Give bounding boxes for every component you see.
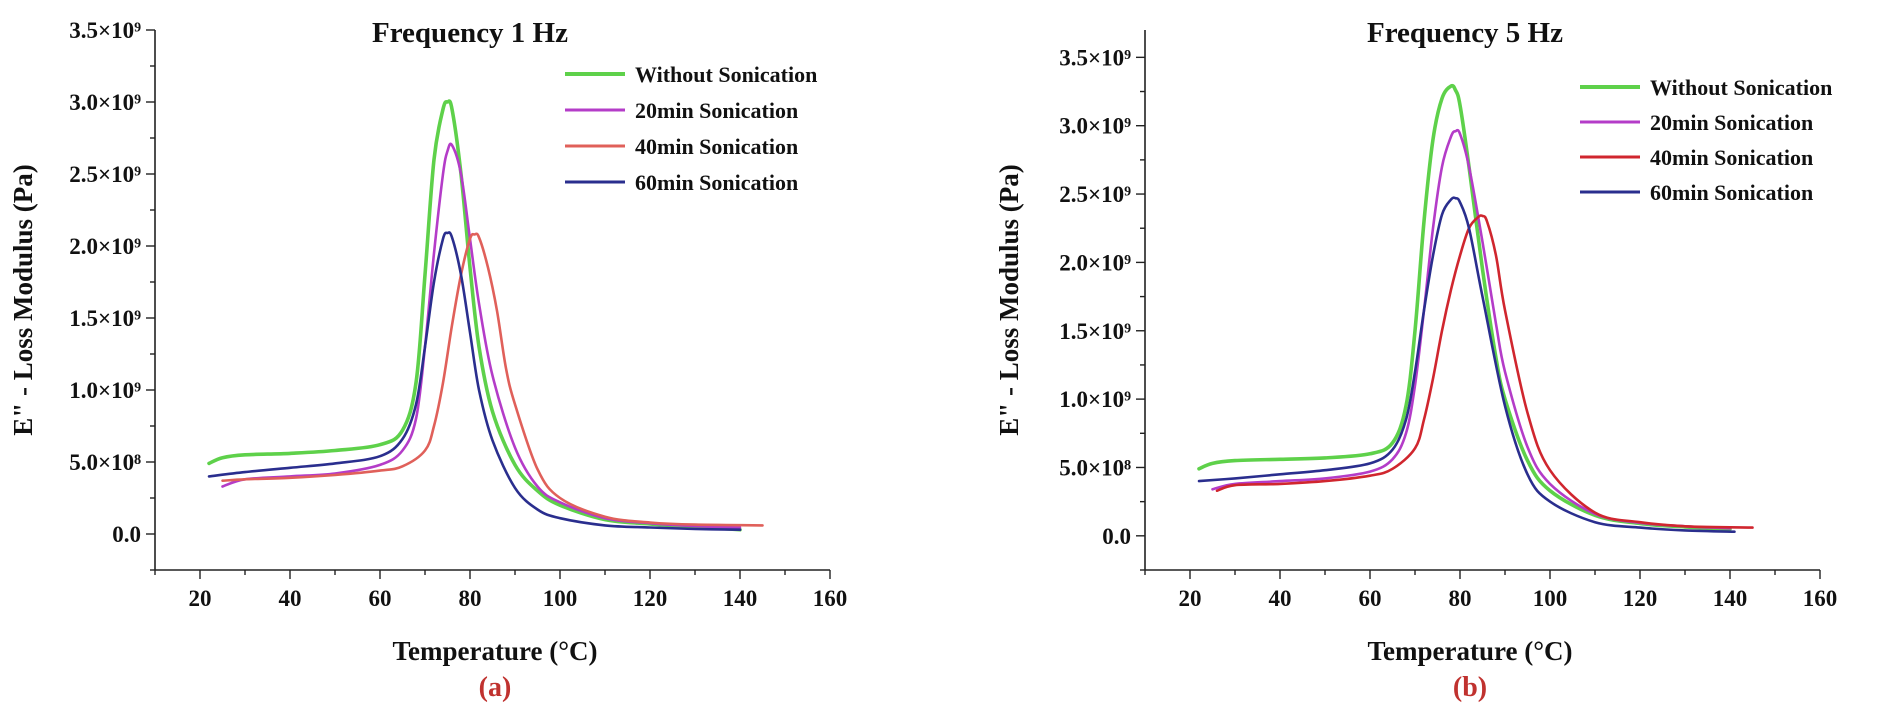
y-tick-label: 2.0×10⁹ (1059, 250, 1131, 275)
x-tick-label: 80 (459, 586, 482, 611)
x-tick-label: 20 (1179, 586, 1202, 611)
legend-label: 60min Sonication (1650, 180, 1813, 205)
legend-label: 20min Sonication (1650, 110, 1813, 135)
chart-panel-1: 20 40 60 80 100 120 140 160 0.0 5.0×10⁸ 1.0×10⁹ 1.5… (8, 17, 847, 703)
y-tick-label: 3.0×10⁹ (1059, 114, 1131, 139)
legend-label: Without Sonication (1650, 75, 1832, 100)
x-axis-label: Temperature (°C) (392, 636, 597, 666)
x-tick-label: 80 (1449, 586, 1472, 611)
x-tick-label: 60 (369, 586, 392, 611)
y-tick-label: 3.5×10⁹ (69, 18, 141, 43)
legend-label: 20min Sonication (635, 98, 798, 123)
x-tick-label: 160 (1803, 586, 1838, 611)
series-line-20min-sonication (221, 142, 742, 529)
y-axis-label: E" - Loss Modulus (Pa) (994, 164, 1024, 436)
legend: Without Sonication 20min Sonication 40min … (565, 62, 817, 195)
x-tick-label: 60 (1359, 586, 1382, 611)
y-axis-label: E" - Loss Modulus (Pa) (8, 164, 38, 436)
y-tick-label: 5.0×10⁸ (69, 450, 141, 475)
y-tick-label: 3.0×10⁹ (69, 90, 141, 115)
series-line-without-sonication (1197, 83, 1732, 531)
legend-label: 40min Sonication (635, 134, 798, 159)
legend-label: 60min Sonication (635, 170, 798, 195)
chart-panel-2: 20 40 60 80 100 120 140 160 0.0 5.0×10⁸ 1.0×10⁹ 1.5… (994, 17, 1837, 703)
x-tick-label: 120 (633, 586, 668, 611)
y-tick-label: 5.0×10⁸ (1059, 455, 1131, 480)
legend-label: Without Sonication (635, 62, 817, 87)
x-tick-label: 140 (1713, 586, 1748, 611)
x-tick-label: 40 (1269, 586, 1292, 611)
series-line-without-sonication (207, 99, 742, 532)
y-tick-label: 1.5×10⁹ (1059, 319, 1131, 344)
panel-label: (b) (1453, 672, 1487, 703)
x-tick-label: 100 (1533, 586, 1568, 611)
x-axis-label: Temperature (°C) (1367, 636, 1572, 666)
y-tick-label: 0.0 (112, 522, 141, 547)
y-tick-label: 1.0×10⁹ (1059, 387, 1131, 412)
x-tick-label: 140 (723, 586, 758, 611)
y-tick-label: 1.0×10⁹ (69, 378, 141, 403)
chart-title: Frequency 5 Hz (1367, 17, 1563, 49)
series-line-60min-sonication (1197, 196, 1736, 533)
series-line-60min-sonication (207, 231, 742, 531)
y-tick-label: 3.5×10⁹ (1059, 45, 1131, 70)
y-tick-label: 2.5×10⁹ (1059, 182, 1131, 207)
y-tick-label: 0.0 (1102, 524, 1131, 549)
x-tick-label: 40 (279, 586, 302, 611)
chart-title: Frequency 1 Hz (372, 17, 568, 49)
series-line-20min-sonication (1211, 128, 1732, 530)
series-line-40min-sonication (221, 232, 764, 527)
legend: Without Sonication 20min Sonication 40min … (1580, 75, 1832, 205)
x-tick-label: 120 (1623, 586, 1658, 611)
panel-label: (a) (479, 672, 512, 703)
x-tick-label: 100 (543, 586, 578, 611)
x-tick-label: 160 (813, 586, 848, 611)
y-tick-label: 2.0×10⁹ (69, 234, 141, 259)
y-tick-label: 1.5×10⁹ (69, 306, 141, 331)
x-tick-label: 20 (189, 586, 212, 611)
y-tick-label: 2.5×10⁹ (69, 162, 141, 187)
series-line-40min-sonication (1215, 214, 1754, 529)
legend-label: 40min Sonication (1650, 145, 1813, 170)
